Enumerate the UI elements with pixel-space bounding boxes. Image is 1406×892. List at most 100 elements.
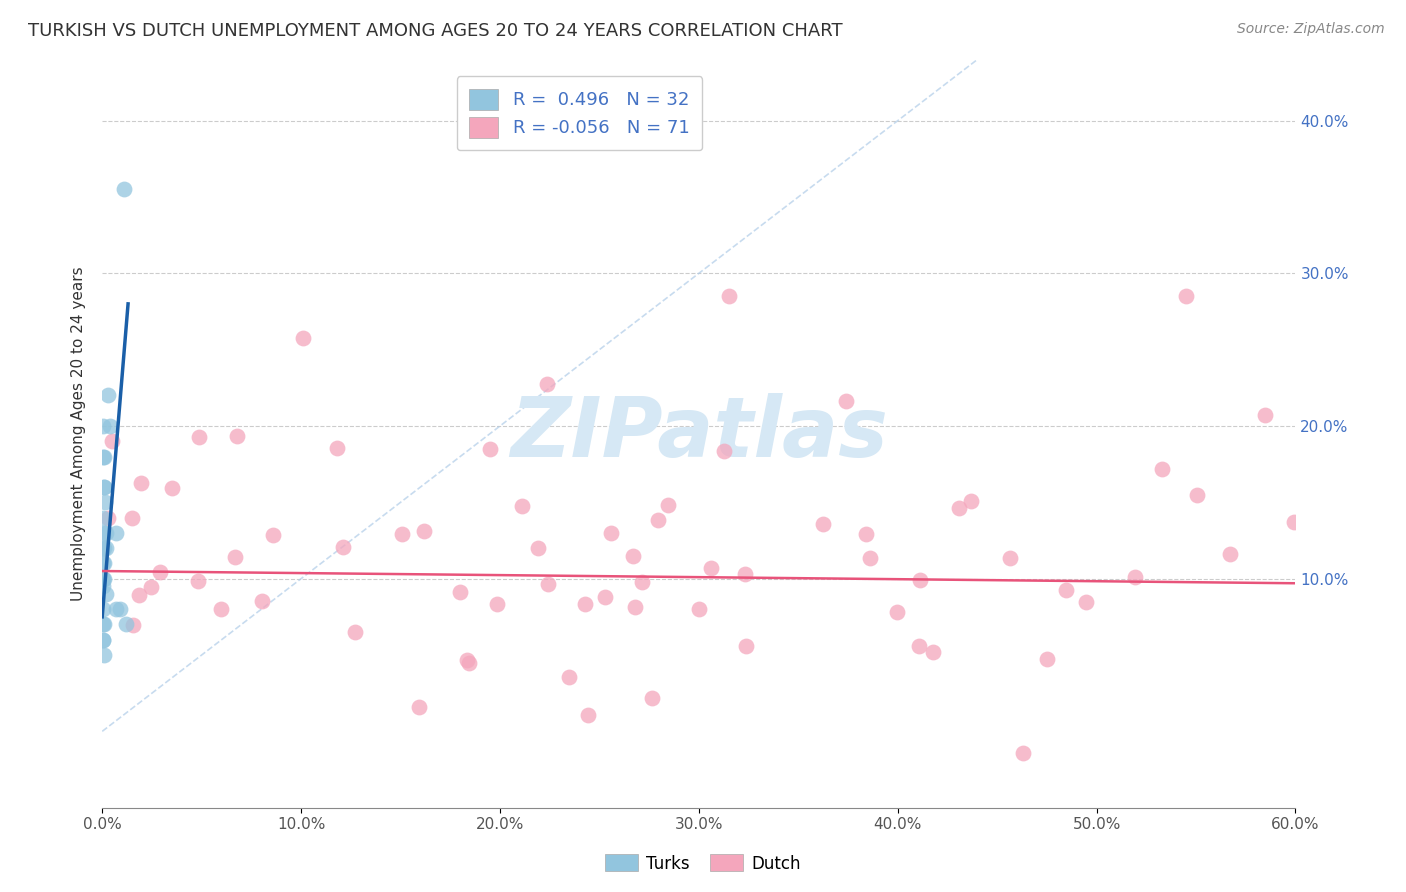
Point [886, 605, 908, 619]
Point [344, 625, 367, 640]
Point [647, 513, 669, 527]
Point [101, 434, 124, 449]
Point [91, 450, 114, 464]
Point [1254, 409, 1277, 423]
Point [108, 602, 131, 616]
Point [91, 510, 114, 524]
Point [93, 648, 115, 662]
Point [91, 602, 114, 616]
Point [998, 551, 1021, 566]
Text: TURKISH VS DUTCH UNEMPLOYMENT AMONG AGES 20 TO 24 YEARS CORRELATION CHART: TURKISH VS DUTCH UNEMPLOYMENT AMONG AGES… [28, 22, 842, 40]
Point [209, 602, 232, 616]
Point [512, 499, 534, 513]
Point [91, 632, 114, 647]
Point [1150, 461, 1173, 475]
Point [574, 597, 596, 611]
Point [93, 525, 115, 540]
Point [93, 557, 115, 571]
Point [621, 549, 644, 564]
Point [408, 699, 430, 714]
Point [536, 377, 558, 392]
Point [93, 541, 115, 556]
Point [91, 572, 114, 586]
Point [576, 708, 599, 723]
Point [1175, 289, 1198, 303]
Point [537, 577, 560, 591]
Point [688, 602, 710, 616]
Point [93, 450, 115, 464]
Point [700, 561, 723, 575]
Point [1282, 516, 1305, 530]
Point [1011, 747, 1033, 761]
Point [105, 602, 128, 616]
Point [908, 574, 931, 588]
Point [96, 587, 118, 601]
Point [1036, 652, 1059, 666]
Point [186, 574, 208, 589]
Point [93, 572, 115, 586]
Point [449, 584, 471, 599]
Point [262, 528, 284, 542]
Point [835, 394, 858, 409]
Point [1125, 570, 1147, 584]
Point [91, 579, 114, 593]
Point [91, 617, 114, 632]
Point [908, 640, 931, 654]
Point [657, 499, 679, 513]
Point [922, 645, 945, 659]
Point [141, 580, 163, 594]
Point [105, 525, 128, 540]
Point [292, 331, 315, 345]
Point [479, 442, 502, 456]
Point [98, 419, 121, 434]
Point [91, 632, 114, 647]
Point [457, 657, 479, 671]
Point [115, 617, 138, 632]
Text: ZIPatlas: ZIPatlas [510, 393, 887, 475]
Point [1219, 547, 1241, 561]
Point [224, 550, 246, 565]
Point [624, 599, 647, 614]
Point [121, 618, 143, 632]
Point [91, 541, 114, 556]
Point [391, 526, 413, 541]
Point [91, 572, 114, 586]
Point [811, 516, 834, 531]
Point [250, 594, 273, 608]
Point [93, 480, 115, 494]
Point [734, 639, 756, 653]
Point [486, 598, 509, 612]
Point [734, 566, 756, 581]
Point [960, 494, 983, 508]
Point [717, 289, 740, 303]
Point [332, 540, 354, 554]
Point [593, 590, 616, 604]
Point [948, 500, 970, 515]
Point [631, 574, 654, 589]
Point [97, 510, 120, 524]
Point [96, 541, 118, 556]
Point [149, 565, 172, 579]
Point [93, 617, 115, 632]
Point [112, 182, 135, 196]
Point [91, 419, 114, 434]
Point [121, 510, 143, 524]
Legend: Turks, Dutch: Turks, Dutch [598, 847, 808, 880]
Point [91, 557, 114, 571]
Point [413, 524, 436, 538]
Point [94, 495, 117, 509]
Point [640, 691, 662, 706]
Text: Source: ZipAtlas.com: Source: ZipAtlas.com [1237, 22, 1385, 37]
Point [96, 525, 118, 540]
Point [1054, 583, 1077, 598]
Point [456, 653, 478, 667]
Point [599, 526, 621, 541]
Point [326, 442, 349, 456]
Legend: R =  0.496   N = 32, R = -0.056   N = 71: R = 0.496 N = 32, R = -0.056 N = 71 [457, 76, 702, 151]
Point [93, 480, 115, 494]
Point [713, 444, 735, 458]
Point [1187, 488, 1209, 502]
Point [226, 429, 249, 443]
Point [160, 481, 183, 495]
Point [1074, 595, 1097, 609]
